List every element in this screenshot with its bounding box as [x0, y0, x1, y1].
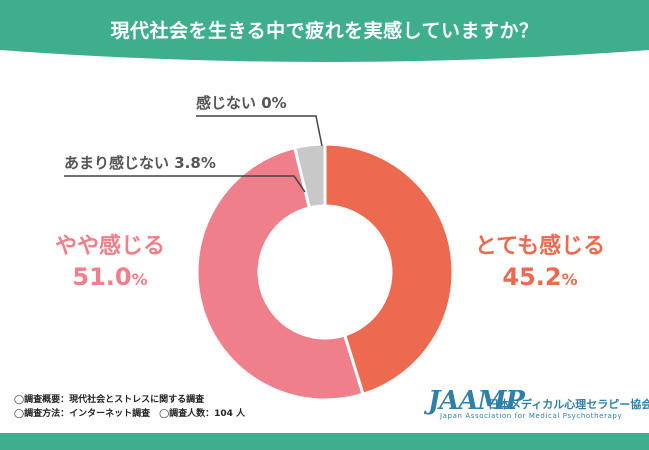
label-kanjinai-value: 0%: [261, 94, 287, 112]
header-banner: [0, 0, 649, 70]
label-amari-name: あまり感じない: [64, 154, 170, 172]
label-kanjinai: 感じない 0%: [196, 92, 287, 113]
label-yaya: やや感じる 51.0%: [40, 232, 180, 295]
banner-wave: [0, 50, 649, 70]
logo-name-en: Japan Association for Medical Psychother…: [440, 412, 623, 420]
label-yaya-unit: %: [131, 270, 148, 289]
label-totemo-name: とても感じる: [474, 234, 606, 259]
label-totemo-value: 45.2: [502, 263, 562, 291]
label-totemo-unit: %: [561, 270, 578, 289]
slice-1: [195, 145, 365, 402]
slice-2: [292, 142, 327, 210]
label-yaya-name: やや感じる: [54, 234, 165, 259]
label-amari: あまり感じない 3.8%: [64, 152, 216, 173]
survey-note-1: ◯調査概要：現代社会とストレスに関する調査: [14, 395, 205, 405]
leader-line-amari: [64, 175, 306, 193]
survey-note-2: ◯調査方法：インターネット調査 ◯調査人数：104 人: [14, 409, 246, 419]
logo-name-jp: 日本メディカル心理セラピー協会: [488, 398, 649, 411]
label-amari-value: 3.8%: [174, 154, 216, 172]
footer-bar: [0, 433, 649, 450]
page-title: 現代社会を生きる中で疲れを実感していますか？: [110, 20, 539, 42]
label-yaya-value: 51.0: [72, 263, 132, 291]
label-kanjinai-name: 感じない: [196, 94, 257, 112]
logo-mark: JAAMP: [428, 386, 525, 416]
slice-0: [323, 142, 455, 397]
leader-line-kanjinai: [196, 115, 323, 147]
label-totemo: とても感じる 45.2%: [470, 232, 610, 295]
